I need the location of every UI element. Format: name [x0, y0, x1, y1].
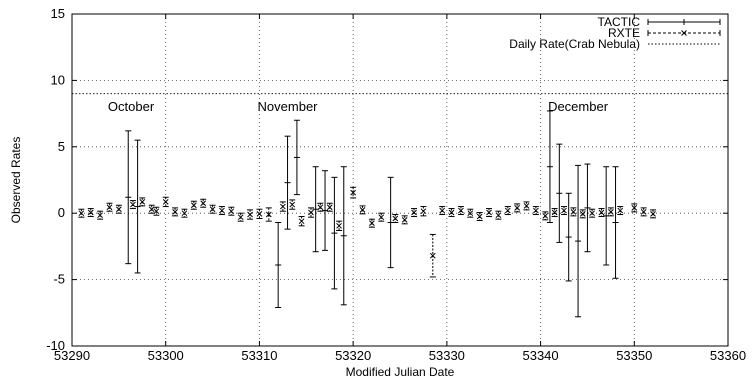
- y-axis-title: Observed Rates: [9, 137, 23, 224]
- legend-marker: [681, 30, 687, 36]
- rxte-point: [608, 209, 614, 215]
- rxte-point: [401, 216, 408, 223]
- rxte-point: [326, 204, 333, 211]
- rxte-point: [200, 200, 207, 207]
- rxte-point: [486, 209, 492, 216]
- rxte-point: [87, 209, 94, 216]
- rxte-point: [579, 211, 586, 217]
- rxte-point: [162, 199, 169, 205]
- rxte-point: [467, 210, 474, 217]
- x-tick-label: 53300: [148, 348, 184, 363]
- rxte-point: [458, 207, 464, 214]
- legend-mark-rxte: [647, 30, 721, 36]
- legend-label-rxte: RXTE: [608, 26, 640, 40]
- rxte-point: [280, 203, 286, 210]
- rxte-point: [308, 209, 314, 216]
- series-rxte: [78, 186, 657, 278]
- legend: TACTIC RXTE Daily Rate(Crab Nebula): [509, 15, 721, 51]
- rxte-point: [640, 209, 647, 215]
- series-tactic: [125, 110, 619, 318]
- rxte-point: [237, 214, 244, 221]
- x-tick-label: 53290: [54, 348, 90, 363]
- rxte-point: [448, 209, 455, 216]
- rxte-point: [317, 204, 324, 211]
- rxte-point: [116, 206, 122, 213]
- x-axis: 53290 53300 53310 53320 53330 53340 53350 53360: [54, 14, 746, 363]
- rxte-point: [378, 214, 385, 221]
- rxte-point: [411, 209, 417, 216]
- month-label: December: [548, 99, 609, 114]
- x-tick-label: 53340: [522, 348, 558, 363]
- rxte-point: [392, 215, 399, 222]
- rxte-point: [181, 210, 188, 217]
- rxte-point: [336, 222, 342, 229]
- rxte-point: [561, 207, 567, 214]
- rxte-point: [172, 209, 178, 215]
- rxte-point: [504, 207, 511, 214]
- legend-label-daily-rate: Daily Rate(Crab Nebula): [509, 37, 640, 51]
- legend-label-tactic: TACTIC: [598, 15, 641, 29]
- month-annotations: October November December: [108, 99, 609, 114]
- rxte-point: [650, 211, 656, 217]
- y-tick-label: 15: [51, 6, 65, 21]
- y-axis: -10 -5 0 5 10 15: [46, 6, 728, 353]
- y-tick-label: 5: [58, 139, 65, 154]
- y-tick-label: -10: [46, 338, 65, 353]
- rxte-point: [369, 220, 375, 227]
- rxte-point: [97, 212, 103, 219]
- rxte-point: [153, 208, 160, 215]
- rxte-point: [139, 199, 146, 205]
- y-tick-label: 10: [51, 72, 65, 87]
- x-tick-label: 53310: [241, 348, 277, 363]
- rxte-point: [148, 206, 155, 213]
- rxte-point: [551, 209, 558, 216]
- rxte-point: [617, 207, 624, 214]
- rxte-point: [476, 213, 483, 220]
- rxte-point: [359, 207, 366, 213]
- rxte-point: [78, 210, 85, 217]
- month-label: October: [108, 99, 155, 114]
- month-label: November: [258, 99, 319, 114]
- rxte-point: [228, 208, 235, 215]
- rxte-point: [495, 212, 502, 219]
- y-tick-label: 0: [58, 205, 65, 220]
- rxte-point: [190, 202, 197, 209]
- rxte-point: [256, 211, 263, 217]
- rxte-point: [439, 207, 446, 214]
- x-tick-label: 53360: [710, 348, 746, 363]
- plot-frame: [71, 13, 729, 347]
- rxte-point: [420, 208, 427, 215]
- rxte-point: [631, 205, 638, 211]
- rxte-point: [514, 205, 520, 211]
- x-tick-label: 53330: [429, 348, 465, 363]
- rxte-point: [542, 213, 549, 219]
- rxte-point: [598, 209, 605, 216]
- rxte-point: [523, 203, 530, 209]
- rxte-point: [350, 189, 356, 196]
- x-tick-label: 53350: [616, 348, 652, 363]
- rxte-point: [289, 201, 296, 208]
- legend-mark-tactic: [647, 19, 721, 25]
- rxte-point: [589, 210, 595, 217]
- rxte-point: [265, 211, 272, 218]
- x-tick-label: 53320: [335, 348, 371, 363]
- rxte-point: [106, 204, 113, 211]
- rxte-point: [533, 207, 539, 214]
- rxte-point: [570, 209, 577, 215]
- x-axis-title: Modified Julian Date: [346, 365, 455, 379]
- y-tick-label: -5: [53, 272, 65, 287]
- rxte-point: [209, 206, 216, 213]
- rxte-point: [429, 252, 436, 259]
- rxte-point: [130, 201, 136, 208]
- rxte-point: [298, 218, 305, 225]
- grid-lines: [72, 14, 728, 346]
- rxte-point: [219, 207, 225, 214]
- rxte-point: [247, 211, 253, 218]
